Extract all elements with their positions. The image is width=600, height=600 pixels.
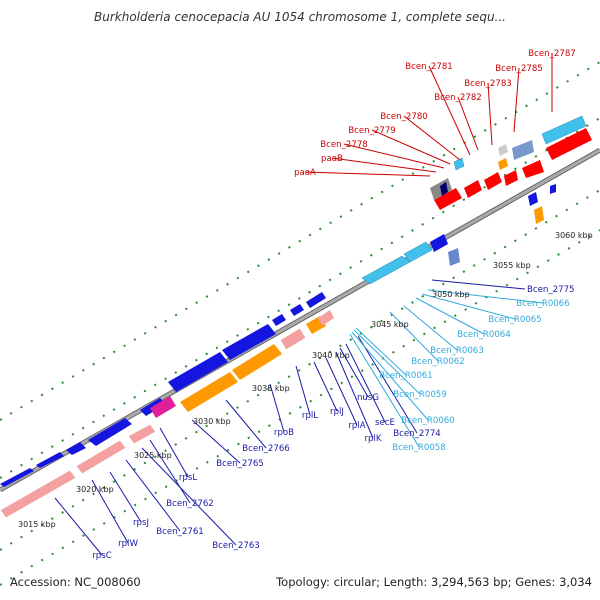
leader-line <box>371 129 451 165</box>
label-leader-lines <box>54 53 553 556</box>
leader-line <box>335 351 374 439</box>
gene-label: rpoB <box>274 428 294 438</box>
leader-line <box>427 289 544 304</box>
gene-label: rpsJ <box>133 518 149 528</box>
gene-label: Bcen_2781 <box>405 62 453 72</box>
leader-line <box>304 171 431 177</box>
gene-label: secE <box>375 418 395 428</box>
leader-line <box>353 329 421 395</box>
leader-line <box>225 399 267 449</box>
leader-line <box>487 82 493 146</box>
leader-line <box>513 67 520 133</box>
leader-line <box>389 311 439 362</box>
leader-line <box>403 305 458 351</box>
dotted-guides <box>0 61 600 586</box>
gene-label: paaB <box>321 154 343 164</box>
leader-line <box>345 343 386 423</box>
gene-label: Bcen_2780 <box>380 112 428 122</box>
gene-label: Bcen_2765 <box>216 459 264 469</box>
leader-line <box>313 361 338 412</box>
accession-text: Accession: NC_008060 <box>10 575 141 589</box>
tick-label: 3050 kbp <box>432 290 470 299</box>
gene-label: Bcen_R0062 <box>411 357 465 367</box>
tick-label: 3030 kbp <box>193 417 231 426</box>
map-title: Burkholderia cenocepacia AU 1054 chromos… <box>94 10 506 24</box>
tick-label: 3035 kbp <box>252 384 290 393</box>
tick-label: 3045 kbp <box>371 320 409 329</box>
leader-line <box>54 497 103 556</box>
gene-label: rplL <box>302 411 318 421</box>
leader-line <box>351 331 429 421</box>
gene-label: Bcen_2782 <box>434 93 482 103</box>
leader-line <box>431 279 526 290</box>
leader-line <box>415 297 485 335</box>
leader-line <box>141 447 237 546</box>
leader-line <box>355 327 407 376</box>
leader-line <box>325 357 358 426</box>
gene-label: Bcen_R0061 <box>379 371 433 381</box>
leader-line <box>269 383 285 433</box>
tick-label: 3025 kbp <box>134 451 172 460</box>
reverse-strand-features <box>0 128 592 519</box>
leader-line <box>331 157 437 173</box>
gene-label: Bcen_2785 <box>495 64 543 74</box>
gene-label: rpsL <box>179 473 197 483</box>
gene-label: rplW <box>118 539 138 549</box>
gene-label: Bcen_2787 <box>528 49 576 59</box>
leader-line <box>91 479 129 544</box>
leader-line <box>403 115 461 161</box>
gene-label: Bcen_R0060 <box>401 416 455 426</box>
gene-label: rplJ <box>330 407 344 417</box>
forward-strand-features <box>0 184 556 487</box>
tick-label: 3060 kbp <box>555 231 593 240</box>
leader-line <box>343 143 445 169</box>
leader-line <box>295 365 311 416</box>
gene-label: rplK <box>364 434 381 444</box>
leader-line <box>357 335 418 434</box>
gene-label: rpsC <box>92 551 111 561</box>
gene-label: Bcen_2762 <box>166 499 214 509</box>
gene-label: Bcen_2779 <box>348 126 396 136</box>
gene-label: Bcen_R0059 <box>393 390 447 400</box>
rrna-features <box>361 115 587 285</box>
gene-label: paaA <box>294 168 316 178</box>
tick-label: 3055 kbp <box>493 261 531 270</box>
leader-line <box>457 96 479 151</box>
gene-label: Bcen_R0063 <box>430 346 484 356</box>
topology-summary: Topology: circular; Length: 3,294,563 bp… <box>276 575 592 589</box>
leader-line <box>421 293 516 320</box>
tick-label: 3040 kbp <box>312 351 350 360</box>
leader-line <box>191 419 241 464</box>
gene-labels: Bcen_2787 Bcen_2785 Bcen_2783 Bcen_2782 Bcen… <box>92 49 576 561</box>
gene-label: Bcen_2775 <box>527 285 575 295</box>
gene-label: Bcen_2766 <box>242 444 290 454</box>
gene-label: Bcen_2761 <box>156 527 204 537</box>
gene-label: Bcen_R0065 <box>488 315 542 325</box>
tick-label: 3020 kbp <box>76 485 114 494</box>
leader-line <box>159 427 189 478</box>
gene-label: Bcen_R0066 <box>516 299 570 309</box>
gene-label: Bcen_R0064 <box>457 330 511 340</box>
leader-line <box>125 459 181 532</box>
scale-tick-labels: 3015 kbp 3020 kbp 3025 kbp 3030 kbp 3035 kbp… <box>18 231 593 529</box>
gene-label: Bcen_2763 <box>212 541 260 551</box>
leader-line <box>149 439 191 504</box>
gene-label: Bcen_2783 <box>464 79 512 89</box>
gene-label: nusG <box>357 393 379 403</box>
leader-line <box>109 471 142 523</box>
gene-label: Bcen_2778 <box>320 140 368 150</box>
gene-label: rplA <box>348 421 365 431</box>
gene-label: Bcen_R0058 <box>392 443 446 453</box>
leader-line <box>339 347 369 398</box>
leader-line <box>428 65 471 156</box>
leader-line <box>349 333 420 448</box>
tick-label: 3015 kbp <box>18 520 56 529</box>
gene-label: Bcen_2774 <box>393 429 441 439</box>
